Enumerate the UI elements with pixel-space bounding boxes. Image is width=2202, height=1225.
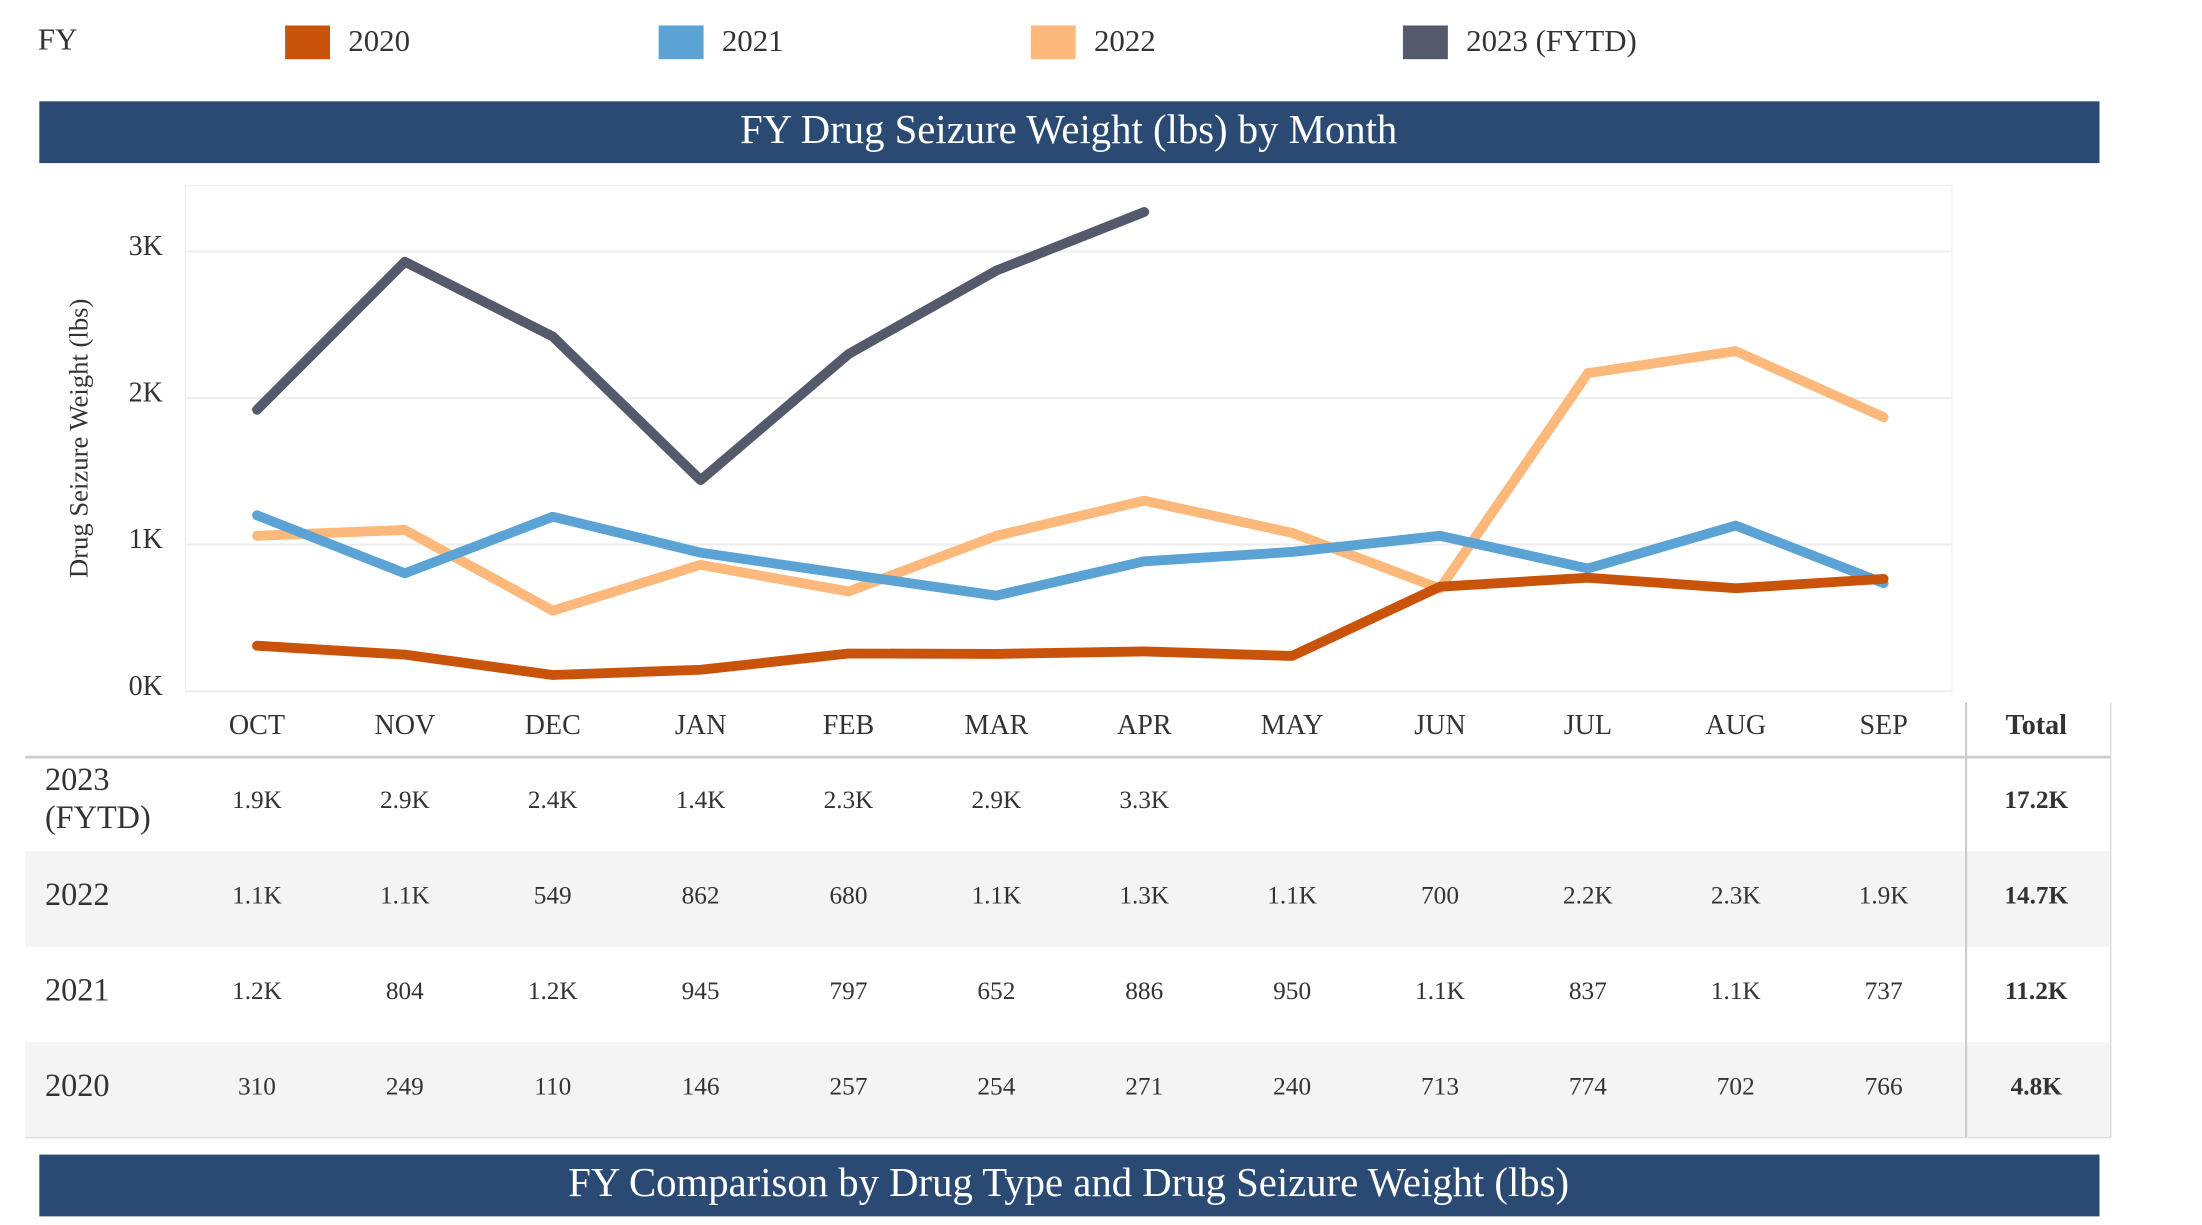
row-label: 2020 [45, 1067, 110, 1103]
legend-label: 2023 (FYTD) [1466, 23, 1637, 58]
legend-swatch [658, 25, 704, 60]
cell-value: 766 [1865, 1072, 1903, 1100]
cell-value: 2.4K [528, 786, 578, 814]
row-band [1966, 851, 2111, 947]
legend-title: FY [38, 21, 77, 56]
cell-value: 713 [1421, 1072, 1459, 1100]
cell-value: 271 [1125, 1072, 1163, 1100]
series-line [252, 207, 1150, 486]
cell-value: 110 [534, 1072, 571, 1100]
x-tick-label: AUG [1705, 710, 1766, 741]
cell-value: 240 [1273, 1072, 1311, 1100]
row-band [25, 851, 1967, 947]
x-tick-label: FEB [823, 710, 875, 741]
cell-value: 2.2K [1563, 881, 1613, 909]
x-tick-label: MAR [964, 710, 1028, 741]
cell-value: 1.2K [528, 977, 578, 1005]
cell-value: 1.9K [232, 786, 282, 814]
cell-value: 2.9K [971, 786, 1021, 814]
cell-value: 652 [977, 977, 1015, 1005]
cell-value: 1.1K [1267, 881, 1317, 909]
series-line [252, 346, 1889, 616]
x-tick-label: DEC [525, 710, 581, 741]
cell-value: 1.2K [232, 977, 282, 1005]
cell-value: 1.1K [1415, 977, 1465, 1005]
cell-value: 886 [1125, 977, 1163, 1005]
cell-value: 254 [977, 1072, 1015, 1100]
cell-value: 837 [1569, 977, 1607, 1005]
cell-value: 146 [682, 1072, 720, 1100]
cell-value: 2.9K [380, 786, 430, 814]
x-tick-label: JUN [1414, 710, 1465, 741]
cell-value: 862 [682, 881, 720, 909]
row-band [1966, 1042, 2111, 1138]
cell-value: 2.3K [824, 786, 874, 814]
x-tick-label: OCT [229, 710, 285, 741]
cell-value: 804 [386, 977, 424, 1005]
row-total: 11.2K [2005, 977, 2068, 1005]
legend-label: 2020 [348, 23, 410, 58]
row-band [25, 1042, 1967, 1138]
row-total: 14.7K [2004, 881, 2068, 909]
cell-value: 549 [534, 881, 572, 909]
y-tick-label: 0K [129, 671, 163, 702]
chart-title: FY Drug Seizure Weight (lbs) by Month [740, 107, 1397, 152]
cell-value: 310 [238, 1072, 276, 1100]
cell-value: 950 [1273, 977, 1311, 1005]
legend-label: 2021 [722, 23, 784, 58]
y-tick-label: 3K [129, 231, 163, 262]
y-tick-label: 2K [129, 378, 163, 409]
cell-value: 249 [386, 1072, 424, 1100]
row-total: 4.8K [2011, 1072, 2063, 1100]
cell-value: 680 [830, 881, 868, 909]
x-tick-label: MAY [1261, 710, 1324, 741]
series-line [252, 572, 1889, 680]
total-header: Total [2006, 710, 2068, 741]
x-tick-label: JAN [675, 710, 726, 741]
cell-value: 797 [830, 977, 868, 1005]
row-label: 2023 (FYTD) [45, 762, 151, 836]
cell-value: 257 [830, 1072, 868, 1100]
y-axis-label: Drug Seizure Weight (lbs) [64, 299, 94, 579]
x-tick-label: JUL [1564, 710, 1612, 741]
cell-value: 700 [1421, 881, 1459, 909]
cell-value: 737 [1865, 977, 1903, 1005]
cell-value: 1.3K [1119, 881, 1169, 909]
cell-value: 1.1K [971, 881, 1021, 909]
legend-swatch [1030, 25, 1076, 60]
title-banner [39, 101, 2100, 164]
section-title: FY Comparison by Drug Type and Drug Seiz… [568, 1160, 1569, 1205]
row-label: 2021 [45, 971, 110, 1007]
cell-value: 774 [1569, 1072, 1607, 1100]
cell-value: 1.1K [380, 881, 430, 909]
legend-swatch [1402, 25, 1448, 60]
cell-value: 1.1K [232, 881, 282, 909]
cell-value: 3.3K [1119, 786, 1169, 814]
x-tick-label: NOV [374, 710, 435, 741]
cell-value: 1.4K [676, 786, 726, 814]
cell-value: 2.3K [1711, 881, 1761, 909]
cell-value: 702 [1717, 1072, 1755, 1100]
row-total: 17.2K [2004, 786, 2068, 814]
cell-value: 1.1K [1711, 977, 1761, 1005]
x-tick-label: APR [1117, 710, 1172, 741]
x-tick-label: SEP [1859, 710, 1907, 741]
cell-value: 945 [682, 977, 720, 1005]
legend-label: 2022 [1094, 23, 1156, 58]
legend-swatch [285, 25, 331, 60]
row-label: 2022 [45, 876, 110, 912]
section-banner [39, 1154, 2100, 1217]
series-line [252, 510, 1889, 601]
y-tick-label: 1K [129, 524, 163, 555]
cell-value: 1.9K [1859, 881, 1909, 909]
